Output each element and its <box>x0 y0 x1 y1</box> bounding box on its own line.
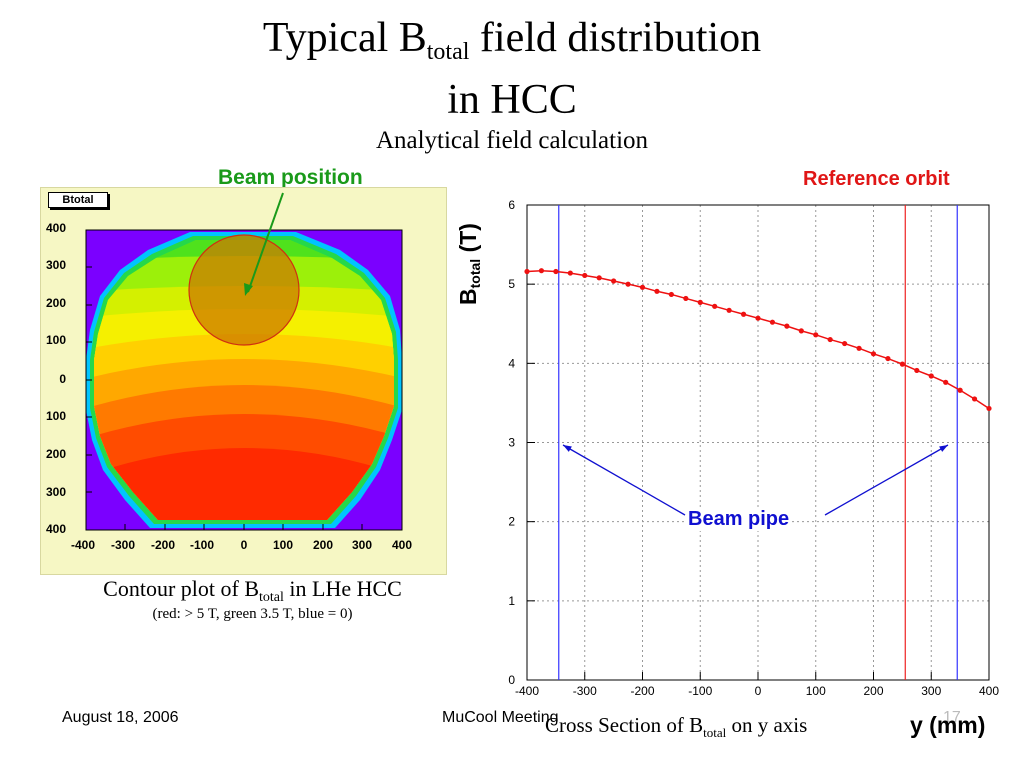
btotal-data-point <box>654 288 660 294</box>
x-tick-label: -200 <box>630 684 654 698</box>
x-tick-label: -300 <box>573 684 597 698</box>
btotal-data-point <box>784 323 790 329</box>
contour-band-red <box>94 448 394 520</box>
contour-stat-box: Btotal <box>48 192 108 208</box>
btotal-data-point <box>798 328 804 334</box>
y-tick-label: 2 <box>508 515 515 529</box>
beam-position-arrow <box>247 192 284 293</box>
btotal-data-point <box>582 272 588 279</box>
footer-page-number: 17 <box>943 709 961 726</box>
beam-pipe-arrowhead <box>563 445 572 452</box>
beam-pipe-arrow <box>562 444 686 516</box>
contour-ytick: 400 <box>45 221 66 235</box>
btotal-data-point <box>914 367 920 374</box>
btotal-data-point <box>885 355 891 362</box>
btotal-data-point <box>943 379 949 385</box>
x-tick-label: 100 <box>806 684 826 698</box>
btotal-data-point <box>856 345 862 351</box>
contour-xtick: -400 <box>70 538 96 552</box>
btotal-data-point <box>625 281 631 287</box>
btotal-data-point <box>668 291 674 298</box>
btotal-data-point <box>639 284 646 290</box>
btotal-data-point <box>697 299 703 305</box>
slide-title-line2: in HCC <box>447 77 577 123</box>
beam-position-circle <box>188 234 300 346</box>
contour-xtick: 400 <box>391 538 413 552</box>
contour-xtick: 100 <box>272 538 294 552</box>
reference-orbit-label: Reference orbit <box>803 168 950 190</box>
contour-ytick: 100 <box>45 409 66 423</box>
btotal-data-point <box>567 270 573 276</box>
contour-ytick: 300 <box>45 485 66 499</box>
contour-ytick: 400 <box>45 522 66 536</box>
btotal-data-point <box>986 405 992 412</box>
beam-position-label: Beam position <box>218 166 363 189</box>
contour-xtick: 0 <box>240 538 248 552</box>
contour-xtick: 200 <box>312 538 334 552</box>
y-tick-label: 1 <box>508 594 515 608</box>
btotal-data-point <box>740 311 747 317</box>
btotal-data-point <box>769 319 776 325</box>
btotal-data-point <box>813 332 819 338</box>
y-tick-label: 5 <box>508 277 515 291</box>
contour-ytick: 300 <box>45 258 66 272</box>
contour-ytick: 200 <box>45 296 66 310</box>
btotal-data-point <box>870 351 877 357</box>
y-tick-label: 6 <box>508 198 515 212</box>
contour-note: (red: > 5 T, green 3.5 T, blue = 0) <box>152 606 353 622</box>
y-tick-label: 3 <box>508 436 515 450</box>
btotal-data-point <box>957 387 963 393</box>
line-chart-ylabel: Btotal (T) <box>455 223 483 305</box>
contour-xtick: 300 <box>351 538 373 552</box>
beam-pipe-label: Beam pipe <box>686 508 792 531</box>
btotal-data-point <box>596 275 602 281</box>
contour-ytick: 0 <box>59 372 66 386</box>
line-chart-caption: Cross Section of Btotal on y axis <box>545 713 808 740</box>
beam-pipe-arrowhead <box>939 445 948 452</box>
contour-caption: Contour plot of Btotal in LHe HCC <box>103 576 402 605</box>
btotal-data-point <box>683 295 689 302</box>
contour-ytick: 100 <box>45 333 66 347</box>
btotal-data-point <box>538 268 545 274</box>
btotal-data-point <box>726 307 732 313</box>
y-tick-label: 4 <box>508 356 515 370</box>
btotal-data-point <box>755 315 761 321</box>
contour-xtick: -300 <box>110 538 136 552</box>
btotal-data-point <box>928 373 934 379</box>
btotal-data-point <box>712 303 718 309</box>
contour-ytick: 200 <box>45 447 66 461</box>
btotal-data-point <box>827 336 833 343</box>
btotal-data-point <box>842 340 848 347</box>
beam-pipe-arrow <box>824 444 949 516</box>
btotal-data-point <box>553 268 559 275</box>
contour-xtick: -100 <box>189 538 215 552</box>
slide-subtitle: Analytical field calculation <box>375 127 649 154</box>
contour-xtick: -200 <box>150 538 176 552</box>
y-tick-label: 0 <box>508 673 515 687</box>
line-chart-xlabel: y (mm) <box>910 712 986 738</box>
x-tick-label: -400 <box>515 684 539 698</box>
x-tick-label: 300 <box>921 684 941 698</box>
x-tick-label: 400 <box>979 684 999 698</box>
btotal-data-point <box>971 396 978 402</box>
x-tick-label: 200 <box>863 684 883 698</box>
btotal-data-point <box>899 361 905 367</box>
footer-date: August 18, 2006 <box>62 709 179 726</box>
x-tick-label: 0 <box>755 684 762 698</box>
footer-meeting: MuCool Meeting <box>442 709 559 726</box>
x-tick-label: -100 <box>688 684 712 698</box>
btotal-data-point <box>611 278 617 284</box>
slide-title: Typical Btotal field distribution in HCC <box>0 14 1024 124</box>
btotal-data-point <box>524 268 530 275</box>
